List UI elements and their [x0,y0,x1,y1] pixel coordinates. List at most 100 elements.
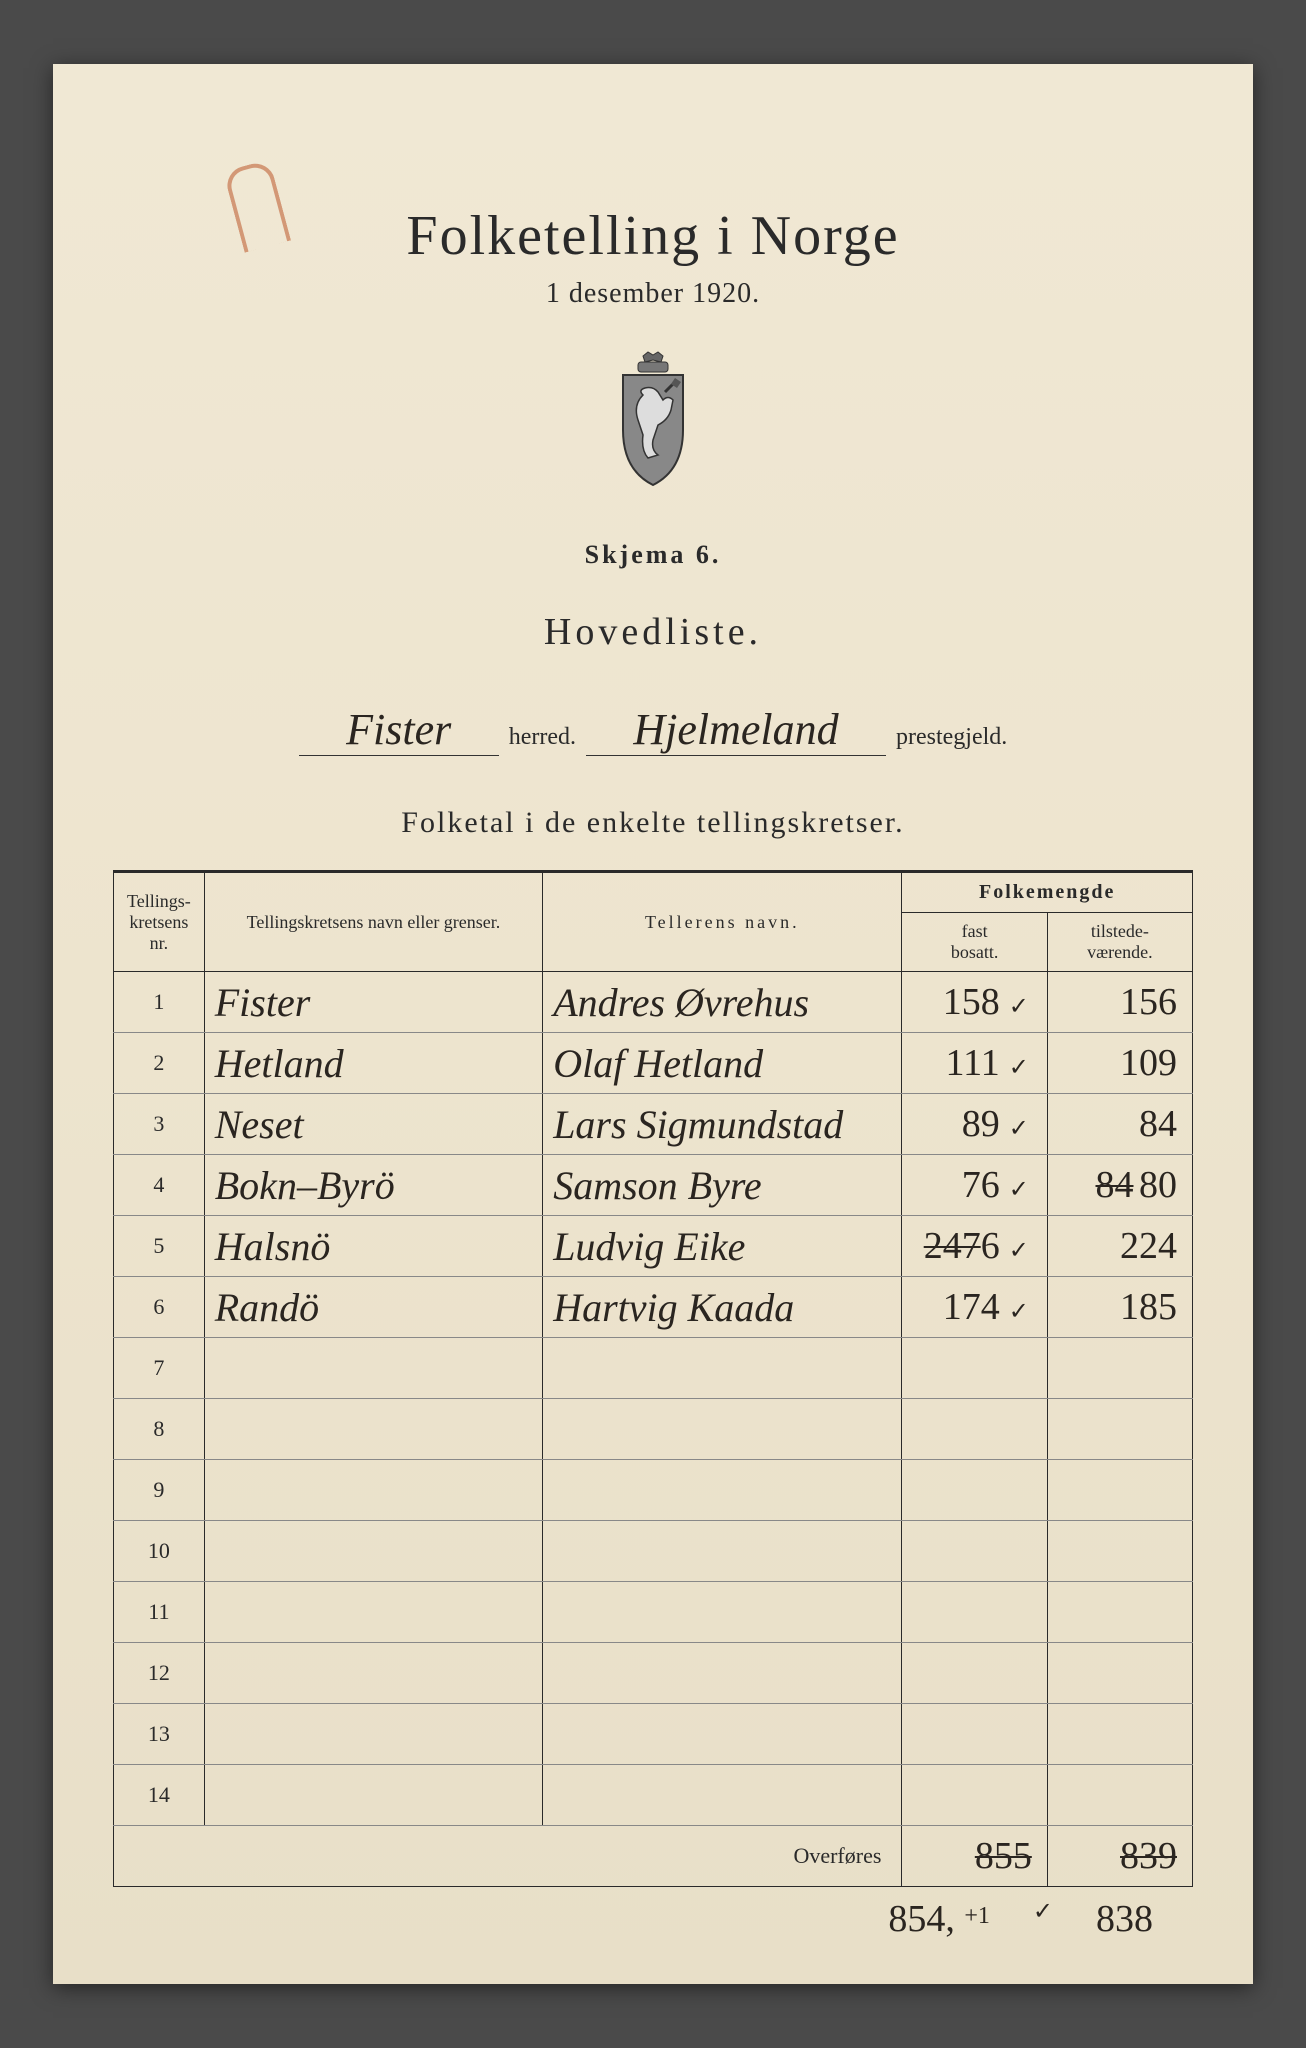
cell-nr: 2 [114,1033,205,1094]
cell-fast [902,1460,1047,1521]
cell-tilstede [1047,1338,1192,1399]
corrected-check: ✓ [1033,1897,1053,1941]
cell-tilstede [1047,1460,1192,1521]
table-row: 12 [114,1643,1193,1704]
col-fast: fast bosatt. [902,913,1047,972]
cell-navn: Halsnö [204,1216,542,1277]
col-folkemengde: Folkemengde [902,872,1193,913]
cell-navn [204,1643,542,1704]
table-row: 7 [114,1338,1193,1399]
cell-tilstede: 84 [1047,1094,1192,1155]
cell-navn [204,1460,542,1521]
corrected-fast: 854, +1 [888,1897,990,1941]
cell-navn [204,1338,542,1399]
table-row: 14 [114,1765,1193,1826]
coat-of-arms-icon [113,350,1193,490]
cell-navn: Hetland [204,1033,542,1094]
cell-tilstede [1047,1582,1192,1643]
cell-fast: 158 ✓ [902,972,1047,1033]
census-table: Tellings- kretsens nr. Tellingskretsens … [113,870,1193,1887]
col-tilstede: tilstede- værende. [1047,913,1192,972]
cell-navn [204,1765,542,1826]
census-form-page: Folketelling i Norge 1 desember 1920. Sk… [53,64,1253,1984]
cell-navn [204,1582,542,1643]
cell-teller: Samson Byre [543,1155,902,1216]
cell-fast [902,1521,1047,1582]
table-header: Tellings- kretsens nr. Tellingskretsens … [114,872,1193,972]
cell-teller [543,1521,902,1582]
cell-fast [902,1704,1047,1765]
table-row: 5HalsnöLudvig Eike2476 ✓224 [114,1216,1193,1277]
cell-fast: 174 ✓ [902,1277,1047,1338]
cell-navn [204,1521,542,1582]
cell-nr: 14 [114,1765,205,1826]
form-heading: Hovedliste. [113,610,1193,654]
cell-fast [902,1643,1047,1704]
cell-teller [543,1582,902,1643]
cell-teller [543,1704,902,1765]
cell-nr: 3 [114,1094,205,1155]
cell-tilstede: 109 [1047,1033,1192,1094]
cell-nr: 10 [114,1521,205,1582]
cell-tilstede: 185 [1047,1277,1192,1338]
cell-tilstede [1047,1521,1192,1582]
table-heading: Folketal i de enkelte tellingskretser. [113,806,1193,840]
prestegjeld-label: prestegjeld. [896,724,1007,751]
overfores-tilstede: 839 [1047,1826,1192,1887]
cell-nr: 1 [114,972,205,1033]
cell-fast: 111 ✓ [902,1033,1047,1094]
table-row: 6RandöHartvig Kaada174 ✓185 [114,1277,1193,1338]
cell-navn: Fister [204,972,542,1033]
cell-nr: 4 [114,1155,205,1216]
cell-nr: 7 [114,1338,205,1399]
cell-tilstede [1047,1765,1192,1826]
overfores-row: Overføres 855 839 [114,1826,1193,1887]
col-teller: Tellerens navn. [543,872,902,972]
location-line: Fister herred. Hjelmeland prestegjeld. [113,704,1193,756]
col-nr: Tellings- kretsens nr. [114,872,205,972]
herred-value: Fister [299,704,499,756]
table-row: 8 [114,1399,1193,1460]
cell-nr: 8 [114,1399,205,1460]
cell-navn [204,1399,542,1460]
cell-teller [543,1460,902,1521]
cell-tilstede: 156 [1047,972,1192,1033]
cell-fast [902,1765,1047,1826]
prestegjeld-value: Hjelmeland [586,704,886,756]
table-body: 1FisterAndres Øvrehus158 ✓1562HetlandOla… [114,972,1193,1826]
cell-nr: 6 [114,1277,205,1338]
cell-navn: Bokn–Byrö [204,1155,542,1216]
cell-tilstede: 224 [1047,1216,1192,1277]
cell-fast [902,1399,1047,1460]
cell-nr: 5 [114,1216,205,1277]
cell-tilstede [1047,1399,1192,1460]
cell-teller [543,1338,902,1399]
cell-navn: Randö [204,1277,542,1338]
table-row: 11 [114,1582,1193,1643]
corrected-tilstede: 838 [1096,1897,1153,1941]
cell-navn: Neset [204,1094,542,1155]
table-row: 4Bokn–ByröSamson Byre76 ✓84 80 [114,1155,1193,1216]
cell-teller: Hartvig Kaada [543,1277,902,1338]
corrected-totals: 854, +1 ✓ 838 [113,1897,1193,1941]
cell-navn [204,1704,542,1765]
table-row: 1FisterAndres Øvrehus158 ✓156 [114,972,1193,1033]
cell-tilstede [1047,1643,1192,1704]
page-subtitle: 1 desember 1920. [113,278,1193,310]
table-row: 10 [114,1521,1193,1582]
cell-nr: 11 [114,1582,205,1643]
cell-fast: 2476 ✓ [902,1216,1047,1277]
cell-nr: 9 [114,1460,205,1521]
cell-teller [543,1643,902,1704]
col-navn: Tellingskretsens navn eller grenser. [204,872,542,972]
overfores-fast: 855 [902,1826,1047,1887]
table-row: 13 [114,1704,1193,1765]
cell-tilstede: 84 80 [1047,1155,1192,1216]
cell-teller [543,1765,902,1826]
overfores-label: Overføres [114,1826,902,1887]
cell-teller: Ludvig Eike [543,1216,902,1277]
cell-teller: Andres Øvrehus [543,972,902,1033]
cell-nr: 12 [114,1643,205,1704]
cell-teller: Lars Sigmundstad [543,1094,902,1155]
cell-nr: 13 [114,1704,205,1765]
